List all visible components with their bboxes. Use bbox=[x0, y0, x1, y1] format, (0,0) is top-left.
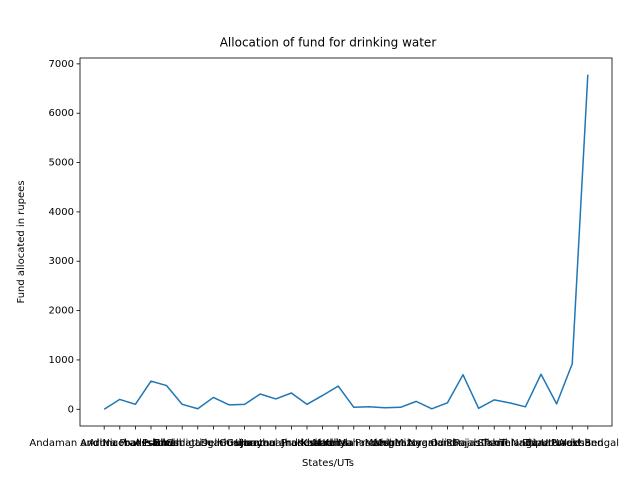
x-tick-label: Bihar bbox=[153, 438, 180, 449]
x-tick-label: Madhya Pradesh bbox=[312, 438, 395, 449]
x-tick-label: Arunachal Pradesh bbox=[88, 438, 182, 449]
x-tick-label: Sikkim bbox=[478, 438, 511, 449]
y-tick-label: 5000 bbox=[49, 158, 74, 169]
x-axis-label: States/UTs bbox=[302, 458, 354, 469]
x-tick-label: Goa bbox=[219, 438, 239, 449]
chart-title: Allocation of fund for drinking water bbox=[220, 36, 437, 50]
y-tick-label: 2000 bbox=[49, 306, 74, 317]
x-tick-label: Odisha bbox=[430, 438, 465, 449]
y-axis-label: Fund allocated in rupees bbox=[16, 180, 27, 303]
x-tick-label: Uttarakhand bbox=[541, 438, 603, 449]
data-line bbox=[103, 74, 589, 410]
x-tick-label: Uttar Pradesh bbox=[522, 438, 591, 449]
x-tick-label: Delhi bbox=[201, 438, 227, 449]
x-tick-label: Meghalaya bbox=[373, 438, 428, 449]
x-tick-label: Nagaland bbox=[408, 438, 456, 449]
x-tick-label: Andhra Pradesh bbox=[80, 438, 159, 449]
y-tick-label: 4000 bbox=[49, 207, 74, 218]
y-tick-label: 3000 bbox=[49, 256, 74, 267]
plot-frame bbox=[79, 57, 613, 427]
x-tick-label: Maharashtra bbox=[338, 438, 401, 449]
x-tick-label: Haryana bbox=[239, 438, 281, 449]
y-tick-label: 6000 bbox=[49, 108, 74, 119]
x-tick-label: Karnataka bbox=[297, 438, 348, 449]
x-tick-label: Kerala bbox=[323, 438, 354, 449]
x-tick-label: Punjab bbox=[446, 438, 480, 449]
x-tick-label: West Bengal bbox=[557, 438, 619, 449]
x-tick-label: Chhattisgarh bbox=[166, 438, 230, 449]
x-tick-label: Assam bbox=[134, 438, 167, 449]
x-tick-label: Jammu and Kashmir bbox=[240, 438, 343, 449]
x-tick-label: Jharkhand bbox=[281, 438, 332, 449]
x-tick-label: Himachal Pradesh bbox=[231, 438, 321, 449]
x-tick-label: Tripura bbox=[523, 438, 558, 449]
x-tick-label: Tamil Nadu bbox=[481, 438, 537, 449]
y-tick-label: 0 bbox=[68, 404, 74, 415]
x-tick-label: Gujarat bbox=[226, 438, 263, 449]
y-tick-label: 7000 bbox=[49, 59, 74, 70]
x-tick-label: Telangana bbox=[499, 438, 551, 449]
x-tick-label: Mizoram bbox=[395, 438, 438, 449]
x-tick-label: Manipur bbox=[365, 438, 407, 449]
x-tick-label: Andaman and Nicobar Islands bbox=[29, 438, 179, 449]
x-tick-label: Chandigarh bbox=[153, 438, 211, 449]
x-tick-label: Rajasthan bbox=[454, 438, 504, 449]
y-tick-label: 1000 bbox=[49, 355, 74, 366]
